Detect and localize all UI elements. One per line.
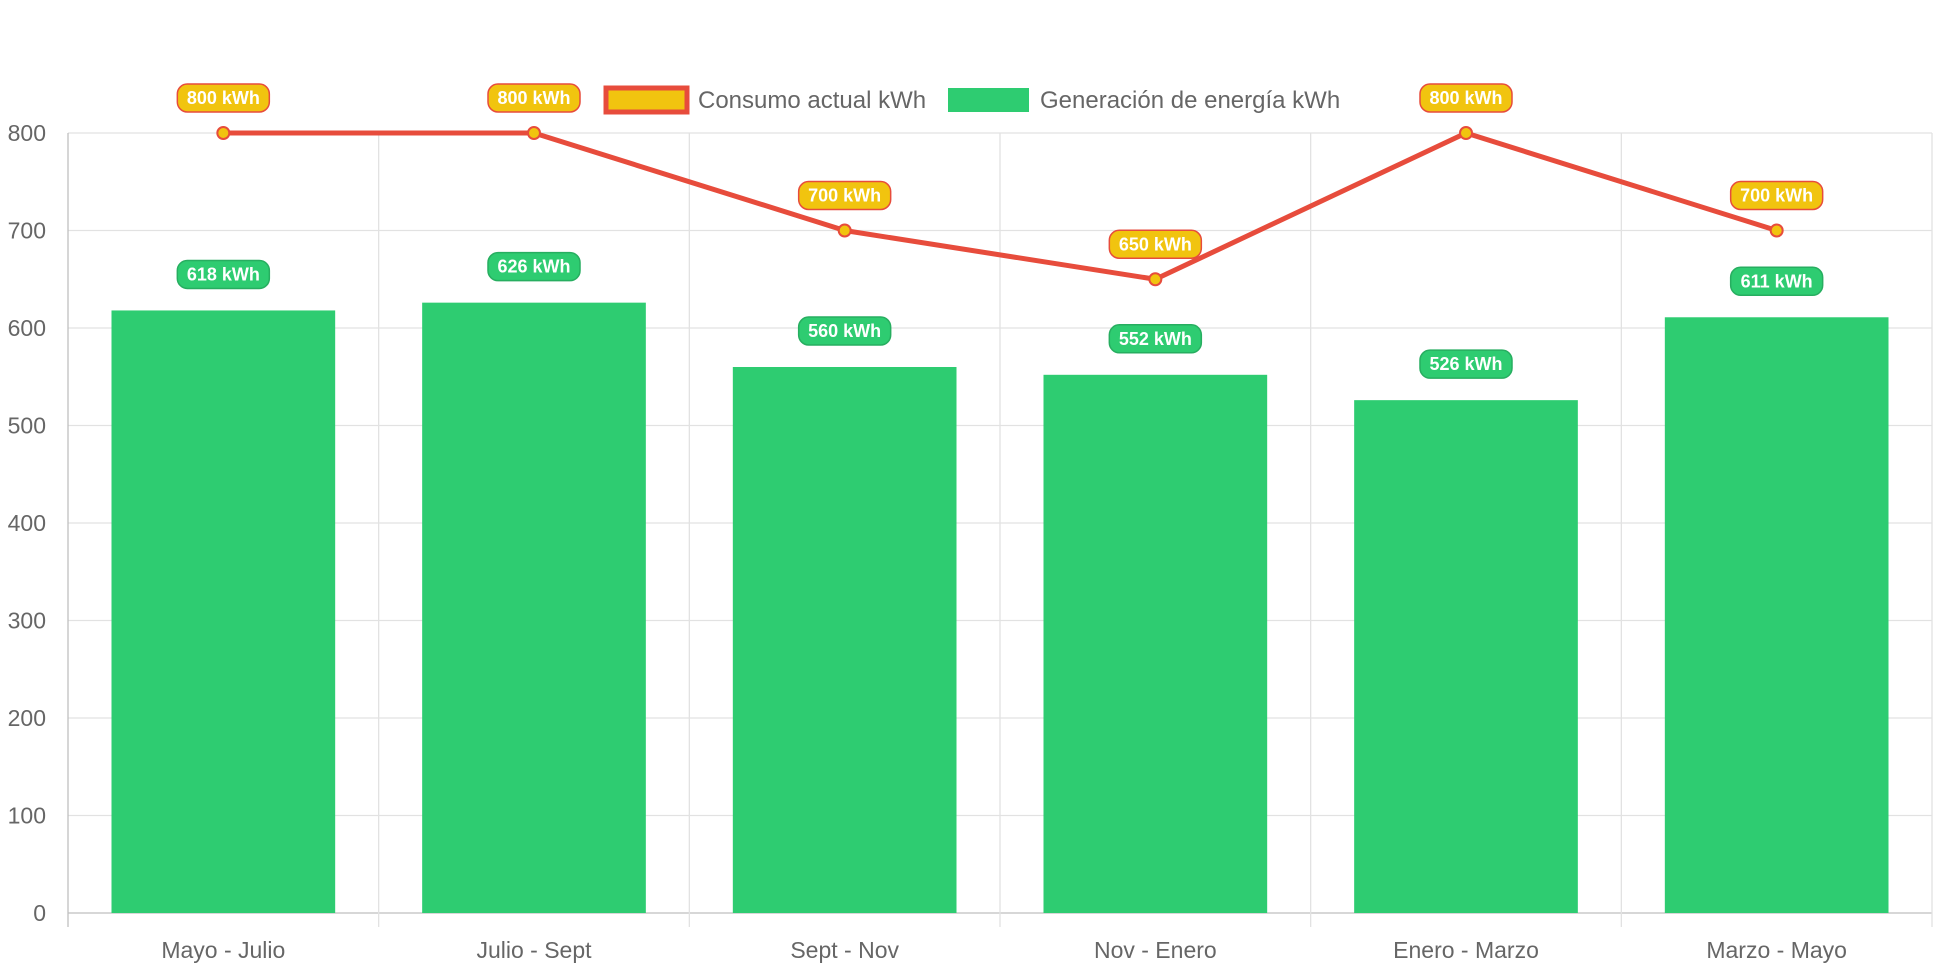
line-data-label: 700 kWh: [1729, 180, 1824, 211]
axes: 0 100 200 300 400 500 600 700 800 Mayo - Julio Jul…: [8, 120, 1847, 963]
bar-data-label: 618 kWh: [176, 259, 271, 290]
y-tick-label: 400: [8, 510, 46, 536]
data-labels: 618 kWh 626 kWh 560 kWh 552 kWh 526 kWh 611 k…: [176, 83, 1824, 379]
line-data-label-text: 800 kWh: [1429, 88, 1502, 108]
line-data-label-text: 700 kWh: [808, 186, 881, 206]
bar-data-label: 560 kWh: [797, 316, 892, 346]
bar[interactable]: [732, 367, 957, 913]
line-point[interactable]: [837, 223, 852, 238]
y-tick-label: 0: [33, 900, 46, 926]
line-data-label: 800 kWh: [176, 83, 271, 113]
line-data-label-bg: [176, 83, 271, 113]
line-data-label: 800 kWh: [487, 83, 581, 113]
x-tick-label: Sept - Nov: [790, 937, 899, 963]
bar-data-label: 611 kWh: [1729, 266, 1824, 297]
line-data-label-bg: [1108, 229, 1203, 259]
line-data-label: 650 kWh: [1108, 229, 1203, 259]
bar-data-label-text: 560 kWh: [808, 321, 881, 341]
bar[interactable]: [422, 302, 646, 913]
line-point[interactable]: [527, 126, 541, 140]
bar[interactable]: [1043, 374, 1268, 913]
legend-label-generacion: Generación de energía kWh: [1040, 87, 1340, 114]
line-data-label: 800 kWh: [1419, 83, 1513, 113]
line-point[interactable]: [1769, 223, 1784, 238]
bar-data-label-bg: [487, 251, 581, 282]
bar-data-label: 626 kWh: [487, 251, 581, 282]
y-tick-label: 100: [8, 803, 46, 829]
legend-item-generacion[interactable]: Generación de energía kWh: [948, 87, 1340, 114]
legend-swatch-generacion: [948, 88, 1029, 112]
bar[interactable]: [1664, 317, 1889, 913]
legend: Consumo actual kWh Generación de energía…: [603, 85, 1340, 115]
legend-swatch-consumo: [603, 85, 690, 115]
legend-item-consumo[interactable]: Consumo actual kWh: [603, 85, 926, 115]
line-point[interactable]: [1148, 272, 1163, 287]
bar-data-label-text: 552 kWh: [1119, 329, 1192, 349]
bar-data-label-text: 611 kWh: [1741, 271, 1813, 291]
line-data-label-bg: [1729, 180, 1824, 211]
line-data-label-bg: [797, 180, 892, 211]
y-tick-label: 800: [8, 120, 46, 146]
bar-series-generacion: [111, 302, 1889, 913]
legend-label-consumo: Consumo actual kWh: [698, 87, 926, 114]
x-tick-label: Mayo - Julio: [161, 937, 285, 963]
line-point[interactable]: [1459, 126, 1473, 140]
y-tick-label: 300: [8, 608, 46, 634]
bar-data-label-text: 626 kWh: [497, 257, 570, 277]
bar[interactable]: [1354, 400, 1578, 913]
bar-data-label-text: 618 kWh: [187, 264, 260, 284]
bar-data-label-bg: [797, 316, 892, 346]
bar-data-label-bg: [1729, 266, 1824, 297]
line-data-label-text: 700 kWh: [1740, 186, 1813, 206]
x-tick-label: Julio - Sept: [476, 937, 592, 963]
x-tick-label: Enero - Marzo: [1393, 937, 1539, 963]
line-data-label-text: 800 kWh: [497, 88, 570, 108]
line-data-label-text: 800 kWh: [187, 88, 260, 108]
line-data-label: 700 kWh: [797, 180, 892, 211]
bar-data-label: 552 kWh: [1108, 324, 1203, 354]
x-tick-label: Marzo - Mayo: [1706, 937, 1847, 963]
line-data-label-text: 650 kWh: [1119, 234, 1192, 254]
bar-data-label-bg: [1419, 349, 1513, 379]
bar-data-label: 526 kWh: [1419, 349, 1513, 379]
y-tick-label: 500: [8, 413, 46, 439]
y-tick-label: 200: [8, 705, 46, 731]
bar-data-label-bg: [1108, 324, 1203, 354]
line-data-label-bg: [1419, 83, 1513, 113]
grid-lines: [67, 132, 1933, 927]
bar-data-label-text: 526 kWh: [1429, 354, 1502, 374]
line-series-consumo: [216, 126, 1784, 287]
line-data-label-bg: [487, 83, 581, 113]
x-tick-label: Nov - Enero: [1094, 937, 1217, 963]
bar-data-label-bg: [176, 259, 271, 290]
bar[interactable]: [111, 310, 336, 913]
line-point[interactable]: [216, 126, 231, 140]
y-tick-label: 600: [8, 315, 46, 341]
y-tick-label: 700: [8, 218, 46, 244]
consumo-line: [220, 130, 1780, 282]
